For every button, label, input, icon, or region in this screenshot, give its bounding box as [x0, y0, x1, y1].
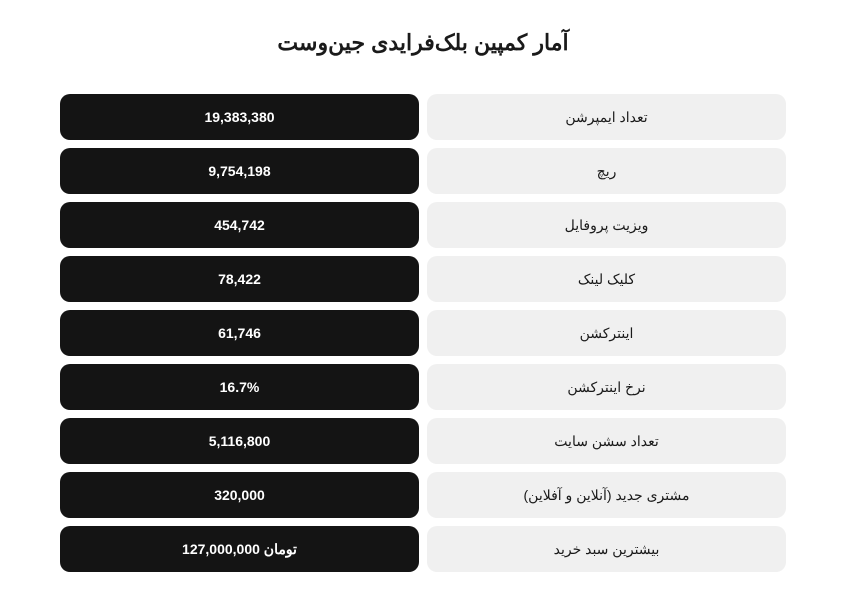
stat-label: ویزیت پروفایل — [427, 202, 786, 248]
stat-value: 5,116,800 — [60, 418, 419, 464]
stat-row: ریچ 9,754,198 — [60, 148, 786, 194]
stat-value: 454,742 — [60, 202, 419, 248]
stat-row: نرخ اینترکشن 16.7% — [60, 364, 786, 410]
stat-label: نرخ اینترکشن — [427, 364, 786, 410]
stat-row: مشتری جدید (آنلاین و آفلاین) 320,000 — [60, 472, 786, 518]
stat-row: ویزیت پروفایل 454,742 — [60, 202, 786, 248]
stat-row: اینترکشن 61,746 — [60, 310, 786, 356]
stat-value: 9,754,198 — [60, 148, 419, 194]
stat-label: بیشترین سبد خرید — [427, 526, 786, 572]
stat-label: اینترکشن — [427, 310, 786, 356]
stat-row: تعداد ایمپرشن 19,383,380 — [60, 94, 786, 140]
page-title: آمار کمپین بلک‌فرایدی جین‌وست — [60, 30, 786, 56]
stat-label: تعداد سشن سایت — [427, 418, 786, 464]
stat-label: کلیک لینک — [427, 256, 786, 302]
stat-row: کلیک لینک 78,422 — [60, 256, 786, 302]
stat-value: 78,422 — [60, 256, 419, 302]
stats-container: تعداد ایمپرشن 19,383,380 ریچ 9,754,198 و… — [60, 94, 786, 572]
stat-value: 16.7% — [60, 364, 419, 410]
stat-value: 19,383,380 — [60, 94, 419, 140]
stat-row: بیشترین سبد خرید 127,000,000 تومان — [60, 526, 786, 572]
stat-value: 320,000 — [60, 472, 419, 518]
stat-label: تعداد ایمپرشن — [427, 94, 786, 140]
stat-label: مشتری جدید (آنلاین و آفلاین) — [427, 472, 786, 518]
stat-label: ریچ — [427, 148, 786, 194]
stat-row: تعداد سشن سایت 5,116,800 — [60, 418, 786, 464]
stat-value: 61,746 — [60, 310, 419, 356]
stat-value: 127,000,000 تومان — [60, 526, 419, 572]
